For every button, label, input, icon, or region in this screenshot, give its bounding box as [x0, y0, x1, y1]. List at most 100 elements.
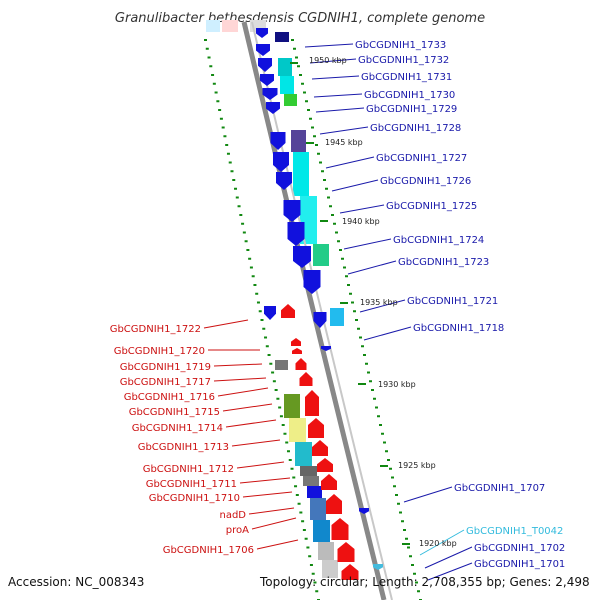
forward-label-line: [343, 238, 392, 250]
reverse-label-line: [236, 461, 285, 469]
right-tick-dot: [413, 572, 416, 575]
right-tick-dot: [363, 354, 366, 356]
right-tick-dot: [399, 511, 402, 514]
right-tick-dot: [337, 240, 340, 243]
forward-label-line: [313, 93, 363, 98]
left-tick-dot: [221, 126, 225, 129]
forward-gene-arrow: [270, 132, 286, 150]
left-tick-dot: [211, 74, 215, 76]
left-tick-dot: [269, 362, 273, 365]
right-tick-dot: [331, 214, 334, 216]
left-tick-dot: [299, 511, 303, 514]
right-tick-dot: [391, 476, 394, 479]
left-tick-dot: [251, 275, 255, 278]
topology-text: Topology: circular; Length: 2,708,355 bp…: [260, 575, 590, 589]
left-tick-dot: [290, 467, 294, 470]
cog-color-bar: [289, 418, 306, 442]
forward-label-line: [419, 529, 465, 556]
cog-color-bar: [310, 498, 326, 520]
header-block-pink: [222, 20, 238, 32]
trna-gene-arrow: [373, 564, 383, 570]
right-tick-dot: [315, 144, 318, 146]
forward-label-line: [315, 107, 365, 113]
right-tick-dot: [401, 520, 404, 523]
reverse-gene-arrow: [291, 338, 301, 346]
left-tick-dot: [225, 144, 229, 146]
forward-label-line: [339, 204, 385, 214]
cog-color-bar: [293, 152, 309, 196]
forward-label-line: [325, 156, 375, 169]
reverse-gene-label: GbCGDNIH1_1712: [143, 464, 234, 475]
left-tick-dot: [228, 161, 232, 164]
reverse-gene-arrow: [312, 440, 328, 456]
left-tick-dot: [288, 459, 292, 461]
reverse-gene-label: GbCGDNIH1_1720: [114, 346, 205, 357]
kbp-tick-label: 1945 kbp: [325, 138, 363, 147]
gene-labels[interactable]: GbCGDNIH1_1733 GbCGDNIH1_1732 GbCGDNIH1_17…: [110, 40, 566, 570]
forward-gene-label: GbCGDNIH1_1726: [380, 176, 471, 187]
reverse-gene-label: proA: [226, 525, 249, 536]
right-tick-dot: [299, 74, 302, 76]
left-tick-dot: [315, 590, 319, 593]
label-lines: [203, 43, 473, 581]
reverse-gene-arrow: [331, 518, 349, 540]
left-tick-dot: [232, 179, 236, 181]
forward-label-line: [359, 299, 406, 313]
right-tick-dot: [339, 249, 342, 251]
left-tick-dot: [246, 249, 250, 251]
right-tick-dot: [367, 371, 370, 374]
forward-gene-label: GbCGDNIH1_1721: [407, 296, 498, 307]
forward-gene-label: GbCGDNIH1_1718: [413, 323, 504, 334]
right-tick-dot: [403, 529, 406, 531]
forward-gene-arrow: [293, 246, 311, 268]
right-tick-dot: [313, 135, 316, 138]
right-tick-dot: [329, 205, 332, 208]
left-tick-dot: [301, 520, 305, 523]
reverse-gene-label: GbCGDNIH1_1713: [138, 442, 229, 453]
cog-color-bar: [275, 360, 288, 370]
left-tick-dot: [230, 170, 234, 173]
left-tick-dot: [219, 117, 223, 120]
right-tick-dot: [397, 502, 400, 505]
reverse-gene-arrow: [308, 418, 324, 438]
right-tick-dot: [361, 345, 364, 348]
right-tick-dot: [345, 275, 348, 278]
right-tick-dot: [303, 91, 306, 94]
kbp-tick-label: 1935 kbp: [360, 298, 398, 307]
forward-gene-arrow: [260, 74, 274, 86]
left-tick-dot: [218, 109, 222, 111]
reverse-gene-label: nadD: [219, 510, 246, 521]
reverse-gene-label: GbCGDNIH1_1710: [149, 493, 240, 504]
kbp-ticks: 1950 kbp 1945 kbp 1940 kbp 1935 kbp 1930 kbp…: [290, 56, 457, 548]
right-tick-dot: [375, 406, 378, 409]
right-tick-dot: [411, 564, 414, 566]
right-tick-dot: [355, 319, 358, 321]
left-tick-dot: [283, 432, 287, 435]
cog-color-bar: [284, 394, 300, 418]
right-tick-dot: [291, 39, 294, 41]
right-tick-dot: [387, 459, 390, 461]
forward-gene-label: GbCGDNIH1_1727: [376, 153, 467, 164]
right-tick-dot: [297, 65, 300, 68]
kbp-tick-label: 1950 kbp: [309, 56, 347, 65]
reverse-gene-label: GbCGDNIH1_1715: [129, 407, 220, 418]
right-tick-dot: [317, 152, 320, 155]
reverse-label-line: [222, 403, 273, 412]
right-tick-dot: [365, 362, 368, 365]
forward-label-line: [304, 43, 354, 48]
forward-label-line: [427, 562, 473, 581]
left-tick-dot: [249, 266, 253, 269]
right-tick-dot: [395, 494, 398, 496]
right-tick-dot: [373, 397, 376, 400]
forward-label-line: [363, 326, 412, 341]
right-tick-dot: [311, 126, 314, 129]
reverse-gene-arrow: [341, 564, 359, 580]
reverse-label-line: [213, 377, 267, 382]
forward-gene-arrow: [258, 58, 272, 72]
left-tick-dot: [234, 187, 238, 190]
forward-gene-label: GbCGDNIH1_1731: [361, 72, 452, 83]
reverse-gene-arrow: [305, 390, 319, 416]
left-tick-dot: [262, 327, 266, 330]
forward-gene-label: GbCGDNIH1_1702: [474, 543, 565, 554]
reverse-gene-label: GbCGDNIH1_1711: [146, 479, 237, 490]
